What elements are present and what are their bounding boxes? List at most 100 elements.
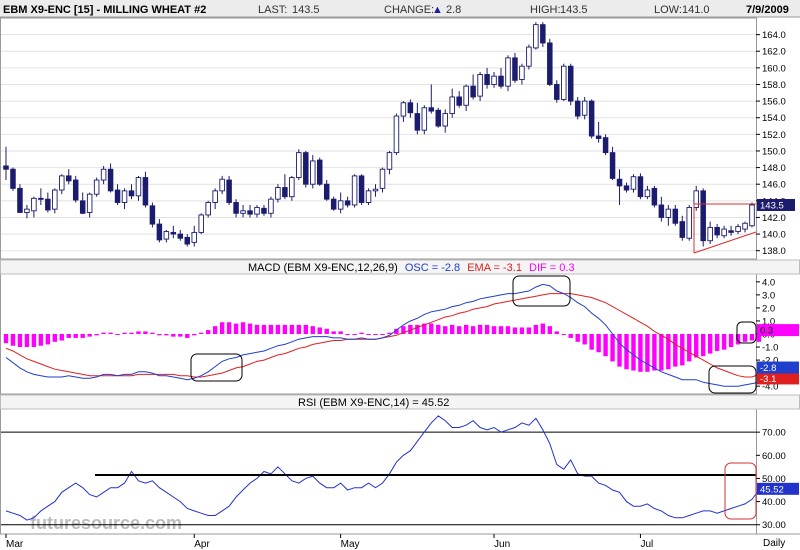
macd-histogram-bar [226,322,232,334]
rsi-y-axis: 30.00 40.00 50.00 60.00 70.00 45.52 [756,428,799,531]
candle [637,173,644,200]
candle-body [393,115,400,154]
candle [72,175,79,203]
candle-body [219,178,225,192]
rsi-last-marker [757,482,799,495]
candle-body [212,190,218,203]
x-tick-label: Jun [494,539,510,550]
candle [505,55,511,92]
macd-histogram-bar [561,334,566,335]
candle-body [428,107,435,112]
macd-histogram-bar [721,334,727,350]
macd-histogram-bar [178,334,183,337]
candle-body [651,187,658,206]
candle [686,204,693,241]
price-y-tick-label: 146.0 [762,180,786,191]
macd-histogram-bar [673,334,678,367]
macd-y-tick-label: 1.0 [762,316,775,327]
candle [414,102,421,135]
candle [233,199,239,218]
candle [379,167,386,193]
macd-histogram-bar [756,334,762,342]
macd-title-ema: EMA = -3.1 [467,262,522,274]
price-y-tick-label: 160.0 [762,63,786,74]
macd-histogram-bar [645,334,650,372]
macd-histogram-bar [401,326,406,334]
candle-body [519,65,525,80]
candle-body [135,177,142,197]
macd-title-osc: OSC = -2.8 [405,262,460,274]
candle-body [749,204,755,227]
candle [128,184,135,200]
candle-body [184,236,191,245]
macd-histogram-bar [129,332,134,334]
candle [658,196,665,222]
macd-histogram-bar [143,331,148,334]
candle-body [721,228,727,237]
macd-histogram-bar [631,334,636,371]
candle [630,174,637,193]
candle [100,165,107,185]
macd-dif-marker-label: 0.3 [760,326,773,337]
macd-histogram-bar [80,334,85,338]
candle [435,107,442,128]
candle-body [170,231,177,235]
macd-histogram-bar [87,334,92,337]
candle [554,80,560,103]
candle [665,204,672,226]
macd-histogram-bar [450,324,455,334]
macd-title: MACD (EBM X9-ENC,12,26,9) OSC = -2.8 EMA… [248,262,575,274]
candle-body [254,207,260,215]
candle [442,109,448,133]
candle [93,177,100,197]
macd-y-tick-label: 4.0 [762,277,775,288]
candle [623,182,630,193]
macd-histogram-bar [484,324,490,334]
macd-histogram-bar [212,326,218,334]
macd-histogram-bar [638,334,643,372]
candle [79,192,86,215]
price-y-tick-label: 142.0 [762,213,786,224]
price-y-tick-label: 138.0 [762,246,786,257]
macd-histogram-bar [185,334,190,338]
candle [121,188,128,210]
candle [498,67,504,89]
candle [282,174,288,200]
candle [261,204,267,216]
candle [463,84,469,112]
candle [519,63,525,85]
macd-histogram-bar [582,334,587,345]
macd-histogram-bar [108,332,113,334]
candle-body [533,24,539,49]
macd-dif-marker [757,324,799,337]
candle [470,74,476,100]
candle [609,146,616,181]
candle-body [512,57,518,81]
candle-body [247,210,253,215]
candle [191,225,197,247]
macd-histogram-bar [261,324,267,334]
candle [561,63,567,102]
price-y-tick-label: 154.0 [762,113,786,124]
macd-histogram-bar [17,334,23,348]
rsi-line [5,415,760,521]
macd-histogram-bar [659,334,664,371]
macd-histogram-bar [666,334,671,370]
macd-histogram-bar [317,327,322,334]
macd-histogram-bar [694,334,699,358]
candle-body [303,152,309,185]
candle-body [491,75,497,85]
candle [177,229,184,241]
high-label: HIGH: [530,4,561,16]
macd-histogram-bar [575,334,580,342]
candle [512,52,518,83]
candle-body [156,223,163,241]
symbol-title: EBM X9-ENC [15] - MILLING WHEAT #2 [3,4,206,16]
candle-body [700,190,706,242]
date-label: 7/9/2009 [746,4,789,16]
candle [212,188,218,210]
macd-histogram-bar [589,334,594,350]
macd-histogram-bar [122,332,127,334]
candle [198,213,204,235]
macd-histogram-bar [38,334,44,346]
